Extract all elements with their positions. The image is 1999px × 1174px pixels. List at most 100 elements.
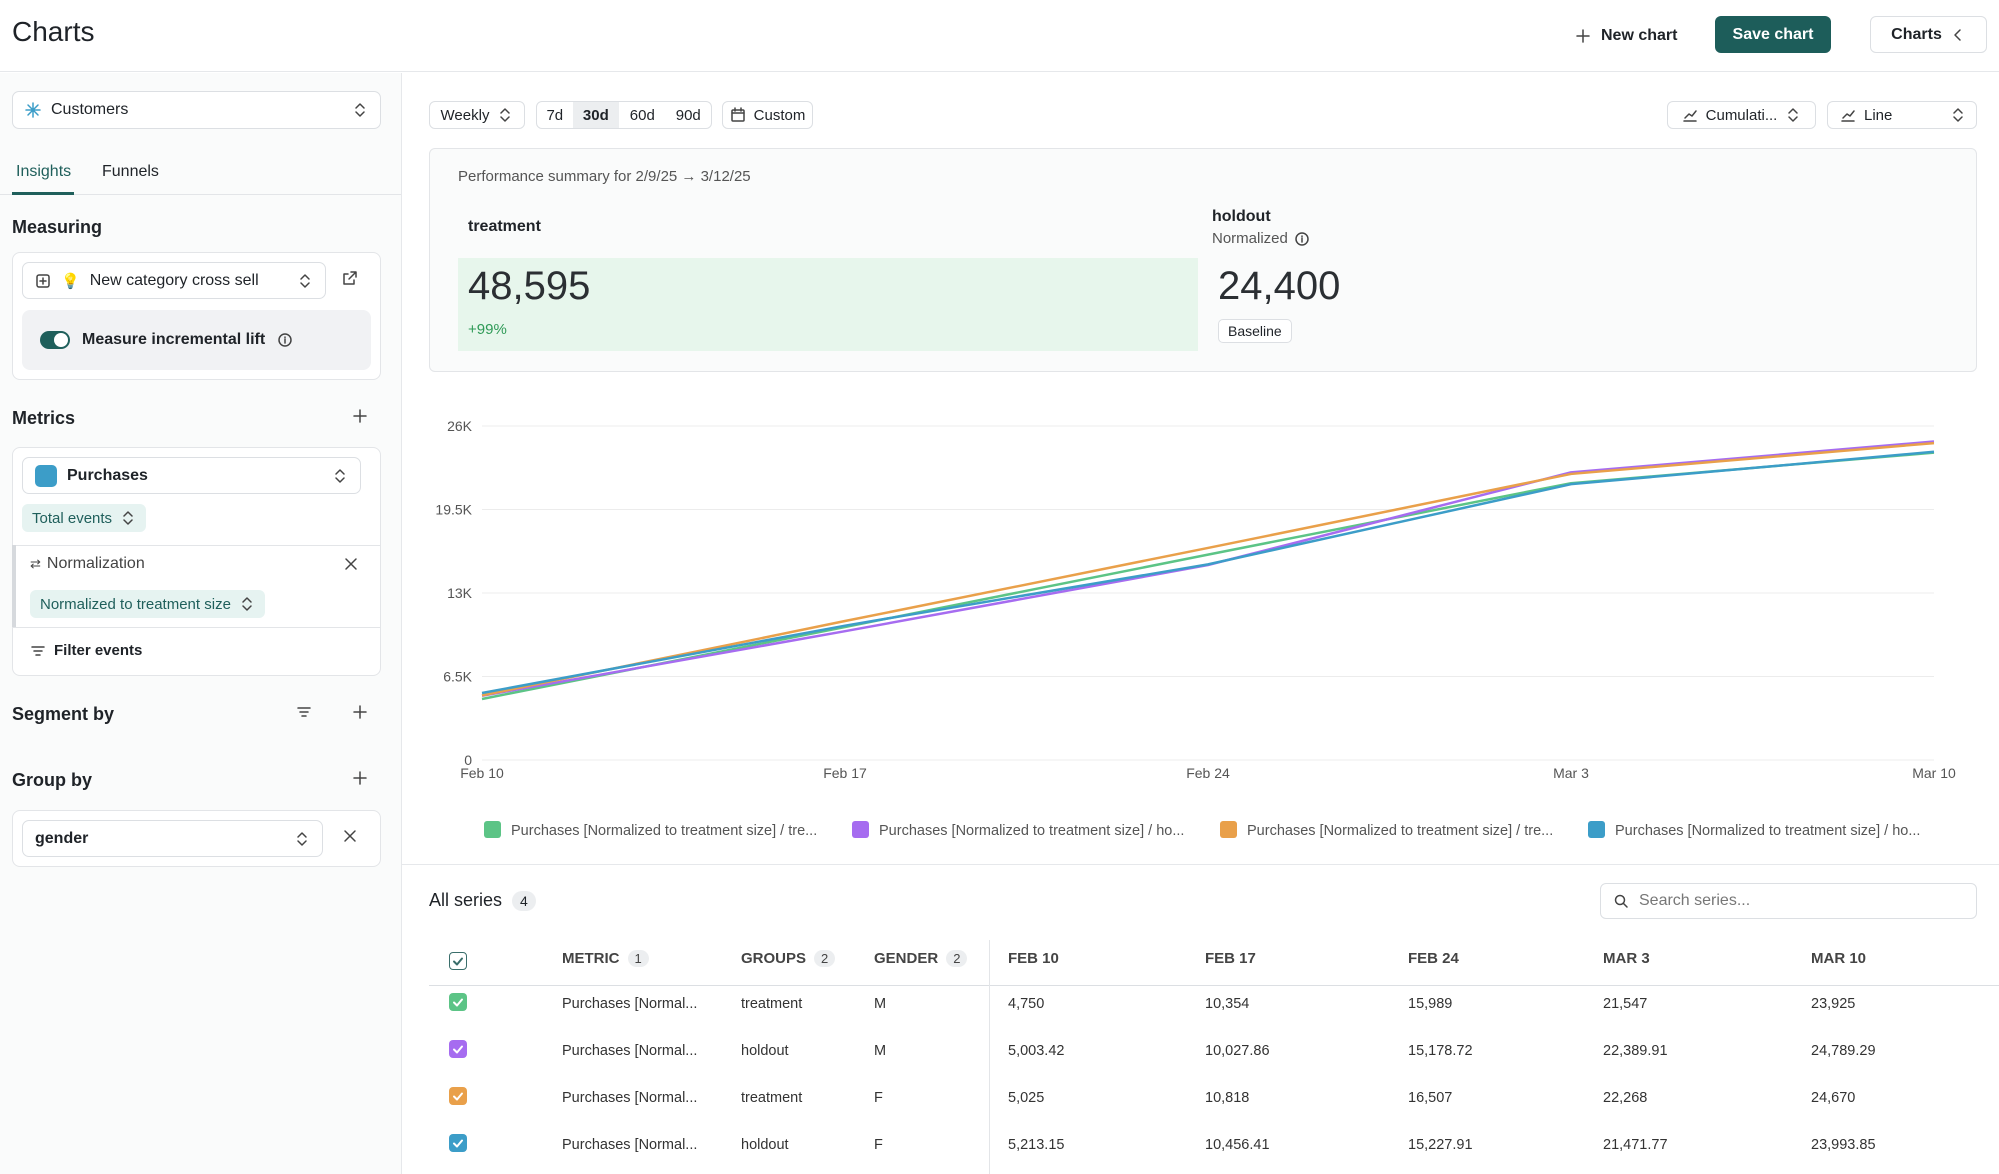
- x-tick-label: Feb 10: [460, 765, 504, 781]
- incremental-toggle[interactable]: Measure incremental lift: [22, 310, 371, 370]
- y-tick-label: 19.5K: [435, 502, 472, 518]
- source-select[interactable]: Customers: [12, 91, 381, 129]
- table-cell: treatment: [741, 1090, 803, 1106]
- label: Line: [1864, 106, 1893, 124]
- segment-filter[interactable]: [296, 704, 312, 725]
- add-group[interactable]: [352, 770, 368, 791]
- label: FEB 17: [1205, 950, 1256, 967]
- label: All series: [429, 890, 503, 910]
- tab[interactable]: Funnels: [102, 163, 159, 180]
- aggregation-pill[interactable]: Total events: [22, 504, 147, 532]
- page-title: Charts: [12, 16, 95, 47]
- checkbox[interactable]: [449, 1134, 467, 1152]
- baseline-badge: Baseline: [1218, 319, 1292, 343]
- normalization-pill[interactable]: Normalized to treatment size: [30, 590, 265, 618]
- range-option[interactable]: 60d: [629, 106, 655, 124]
- filter-events[interactable]: Filter events: [30, 642, 142, 659]
- icon: [35, 273, 51, 289]
- icon: [296, 704, 312, 720]
- checkbox[interactable]: [449, 952, 467, 970]
- table-cell: 15,178.72: [1408, 1043, 1473, 1059]
- interval-select[interactable]: Weekly: [429, 101, 525, 129]
- x-tick-label: Mar 3: [1553, 765, 1589, 781]
- table-cell: Purchases [Normal...: [562, 1137, 698, 1153]
- column-header[interactable]: FEB 10: [1008, 950, 1059, 967]
- save-chart-button[interactable]: Save chart: [1715, 16, 1831, 53]
- header-border: [429, 985, 1999, 986]
- icon: [1840, 107, 1856, 123]
- treatment-highlight: [458, 258, 1198, 351]
- charts-button[interactable]: Charts: [1870, 16, 1987, 53]
- group-select[interactable]: gender: [22, 820, 323, 857]
- remove-group[interactable]: [342, 828, 358, 849]
- table-cell: holdout: [741, 1137, 789, 1153]
- icon: [352, 770, 368, 786]
- count-badge: 4: [512, 890, 536, 911]
- remove-normalization[interactable]: [343, 556, 359, 577]
- holdout-note: Normalized: [1212, 230, 1310, 247]
- icon: [342, 270, 358, 286]
- series-line: [481, 441, 1935, 697]
- bulb: 💡: [61, 272, 80, 290]
- label: Weekly: [440, 106, 490, 124]
- legend-swatch: [1220, 821, 1237, 838]
- label: MAR 3: [1603, 950, 1650, 967]
- holdout-value: 24,400: [1218, 264, 1341, 308]
- range-group: 7d 30d 60d 90d: [536, 101, 712, 129]
- table-cell: 5,003.42: [1008, 1043, 1065, 1059]
- label: Cumulati...: [1705, 106, 1778, 124]
- legend-label: Purchases [Normalized to treatment size]…: [511, 823, 817, 839]
- event-select[interactable]: 💡 New category cross sell: [22, 262, 326, 299]
- column-header[interactable]: METRIC 1: [562, 950, 649, 967]
- table-cell: 10,818: [1205, 1090, 1250, 1106]
- column-header[interactable]: MAR 10: [1811, 950, 1866, 967]
- legend-label: Purchases [Normalized to treatment size]…: [1247, 823, 1553, 839]
- new-chart-button[interactable]: New chart: [1575, 18, 1677, 54]
- range-option[interactable]: 90d: [675, 106, 701, 124]
- column-header[interactable]: GROUPS 2: [741, 950, 836, 967]
- table-cell: 21,471.77: [1603, 1137, 1668, 1153]
- y-tick-label: 6.5K: [443, 669, 472, 685]
- open-external[interactable]: [342, 270, 358, 291]
- count-badge: 1: [627, 950, 649, 967]
- table-cell: Purchases [Normal...: [562, 1043, 698, 1059]
- table-cell: 10,456.41: [1205, 1137, 1270, 1153]
- range-option[interactable]: 7d: [546, 106, 564, 124]
- divider: [12, 545, 381, 546]
- metric-select[interactable]: Purchases: [22, 457, 361, 494]
- table-cell: 24,670: [1811, 1090, 1856, 1106]
- search-input[interactable]: Search series...: [1600, 883, 1977, 919]
- label: Measure incremental lift: [82, 331, 266, 348]
- icon: [1575, 28, 1591, 44]
- legend-swatch: [1588, 821, 1605, 838]
- label: Total events: [32, 509, 113, 527]
- treatment-label: treatment: [468, 218, 541, 235]
- add-metric[interactable]: [352, 408, 368, 429]
- icon: [297, 273, 313, 289]
- legend-swatch: [852, 821, 869, 838]
- icon: [1294, 231, 1310, 247]
- accumulation-select[interactable]: Cumulati...: [1667, 101, 1816, 129]
- checkbox[interactable]: [449, 1040, 467, 1058]
- label: GROUPS: [741, 950, 807, 967]
- icon: [1613, 893, 1629, 909]
- label: Custom: [753, 106, 806, 124]
- column-header[interactable]: FEB 24: [1408, 950, 1459, 967]
- table-cell: 23,925: [1811, 996, 1856, 1012]
- treatment-change: +99%: [468, 321, 507, 338]
- column-header[interactable]: FEB 17: [1205, 950, 1256, 967]
- legend-label: Purchases [Normalized to treatment size]…: [879, 823, 1184, 839]
- toggle[interactable]: [40, 331, 70, 349]
- label: Normalized to treatment size: [40, 595, 231, 613]
- checkbox[interactable]: [449, 993, 467, 1011]
- checkbox[interactable]: [449, 1087, 467, 1105]
- tab[interactable]: Insights: [16, 163, 72, 180]
- column-header[interactable]: GENDER 2: [874, 950, 968, 967]
- column-header[interactable]: MAR 3: [1603, 950, 1650, 967]
- range-option[interactable]: 30d: [572, 102, 620, 128]
- chart-style-select[interactable]: Line: [1827, 101, 1977, 129]
- add-segment[interactable]: [352, 704, 368, 725]
- placeholder: Search series...: [1639, 892, 1751, 909]
- custom-range[interactable]: Custom: [722, 101, 813, 129]
